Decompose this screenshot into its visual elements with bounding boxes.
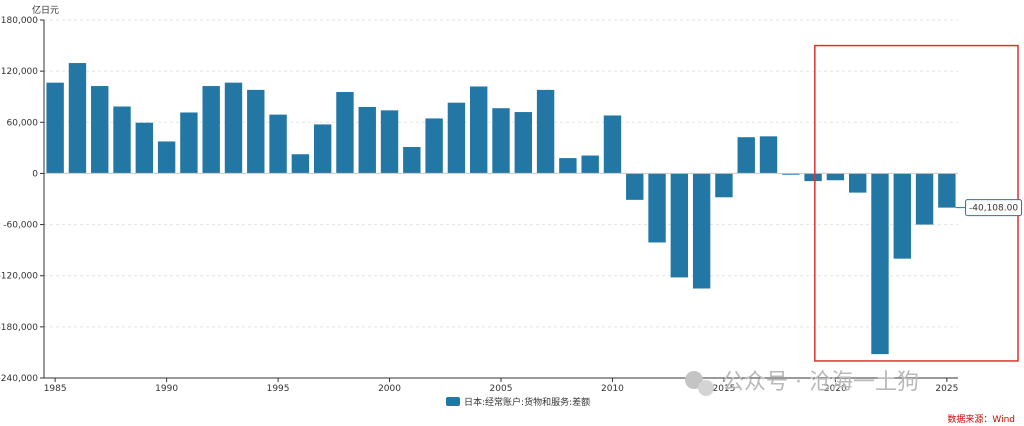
bar bbox=[648, 173, 666, 243]
y-tick-label: 120,000 bbox=[1, 67, 38, 77]
y-tick-label: -240,000 bbox=[0, 374, 38, 384]
bar bbox=[403, 147, 421, 174]
bar bbox=[247, 89, 265, 174]
watermark: 公众号 · 沧海一土狗 bbox=[685, 370, 919, 396]
bar bbox=[603, 115, 622, 174]
y-tick-label: -120,000 bbox=[0, 272, 38, 282]
legend: 日本:经常账户:货物和服务:差额 bbox=[446, 396, 590, 408]
bar bbox=[759, 136, 778, 174]
bar bbox=[670, 173, 689, 278]
bar bbox=[180, 112, 198, 174]
bar bbox=[470, 86, 488, 174]
bar-series bbox=[46, 63, 956, 355]
bar bbox=[157, 141, 176, 174]
wechat-logo-icon bbox=[685, 371, 714, 396]
bar bbox=[715, 173, 733, 198]
bar bbox=[46, 82, 64, 174]
bar bbox=[269, 114, 287, 174]
x-tick-label: 2015 bbox=[712, 384, 735, 394]
y-tick-label: 180,000 bbox=[1, 16, 38, 26]
y-tick-label: 0 bbox=[32, 169, 38, 179]
y-tick-label: -60,000 bbox=[3, 221, 38, 231]
bar bbox=[336, 92, 354, 174]
bar bbox=[313, 124, 332, 174]
bar bbox=[492, 108, 510, 174]
watermark-text: 公众号 · 沧海一土狗 bbox=[722, 370, 919, 395]
callout-label: -40,108.00 bbox=[969, 204, 1018, 214]
bar bbox=[559, 158, 577, 174]
x-tick-label: 2005 bbox=[490, 384, 513, 394]
bar bbox=[626, 173, 644, 200]
bar bbox=[425, 118, 443, 174]
x-tick-label: 2025 bbox=[935, 384, 958, 394]
bar bbox=[68, 63, 87, 174]
data-source-label: 数据来源：Wind bbox=[947, 413, 1015, 425]
bar bbox=[514, 112, 532, 174]
x-tick-label: 2020 bbox=[824, 384, 847, 394]
x-tick-label: 2000 bbox=[378, 384, 401, 394]
bar bbox=[536, 89, 555, 174]
x-tick-label: 2010 bbox=[601, 384, 624, 394]
bar bbox=[380, 110, 399, 174]
bar bbox=[91, 86, 109, 174]
x-tick-label: 1985 bbox=[44, 384, 67, 394]
bar bbox=[692, 173, 711, 289]
x-tick-label: 1995 bbox=[267, 384, 290, 394]
legend-swatch bbox=[446, 397, 460, 406]
x-axis-ticks: 1985 1990 1995 2000 2005 2010 2015 2020 2025 bbox=[44, 378, 958, 394]
bar bbox=[202, 86, 220, 174]
legend-label: 日本:经常账户:货物和服务:差额 bbox=[464, 396, 590, 408]
x-tick-label: 1990 bbox=[155, 384, 178, 394]
bar bbox=[737, 137, 755, 174]
bar bbox=[113, 106, 131, 174]
bar bbox=[804, 173, 822, 182]
bar bbox=[893, 173, 911, 259]
value-callout: -40,108.00 bbox=[955, 199, 1023, 217]
y-axis-unit-label: 亿日元 bbox=[32, 4, 59, 16]
bar bbox=[848, 173, 867, 193]
bar bbox=[782, 173, 800, 175]
bar bbox=[938, 173, 956, 208]
bar bbox=[358, 106, 376, 174]
bar bbox=[447, 102, 466, 174]
callout-box bbox=[965, 199, 1023, 217]
bar bbox=[871, 173, 889, 355]
y-tick-label: 60,000 bbox=[7, 118, 39, 128]
y-tick-label: -180,000 bbox=[0, 323, 38, 333]
bar bbox=[915, 173, 934, 225]
bar bbox=[291, 154, 310, 174]
y-axis-ticks: -240,000 -180,000 -120,000 -60,000 0 60,000 12… bbox=[0, 16, 44, 384]
bar bbox=[135, 122, 154, 174]
bar bbox=[826, 173, 845, 181]
bar bbox=[224, 82, 243, 174]
bar bbox=[581, 155, 599, 174]
